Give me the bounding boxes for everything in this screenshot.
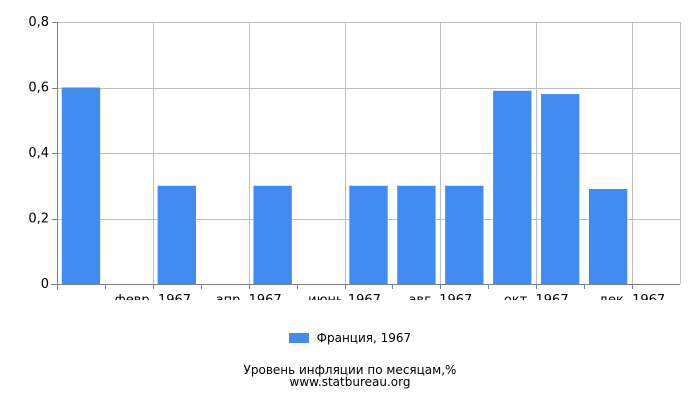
y-tick-label: 0 [41, 277, 49, 292]
axes [51, 22, 680, 290]
bar [397, 185, 436, 284]
bar [541, 94, 580, 284]
bars [61, 87, 628, 285]
source-url: www.statbureau.org [289, 375, 411, 389]
bar [157, 185, 196, 284]
x-tick-label: авг. 1967 [408, 293, 472, 300]
legend: Франция, 1967 [0, 331, 700, 345]
y-tick-label: 0,4 [28, 146, 49, 161]
x-tick-label: дек. 1967 [599, 293, 665, 300]
bar [253, 185, 292, 284]
y-tick-label: 0,8 [28, 15, 49, 30]
bar [493, 90, 532, 285]
legend-swatch [288, 332, 309, 343]
bar [445, 185, 484, 284]
chart-caption: Уровень инфляции по месяцам,% [243, 363, 457, 377]
y-axis-labels: 0 0,2 0,4 0,6 0,8 [28, 15, 49, 292]
bar [349, 185, 388, 284]
bar [588, 189, 628, 284]
bar [61, 87, 101, 284]
x-tick-label: июнь 1967 [308, 293, 381, 300]
legend-label: Франция, 1967 [316, 331, 412, 345]
grid-lines [57, 22, 681, 284]
x-axis-labels: февр. 1967 апр. 1967 июнь 1967 авг. 1967 окт… [115, 293, 666, 300]
y-tick-label: 0,2 [28, 212, 49, 227]
y-tick-label: 0,6 [28, 81, 49, 96]
x-tick-label: февр. 1967 [115, 293, 191, 300]
x-tick-label: апр. 1967 [216, 293, 282, 300]
inflation-bar-chart: 0 0,2 0,4 0,6 0,8 февр. 1967 апр. 1967 июнь 19… [28, 15, 681, 300]
x-tick-label: окт. 1967 [504, 293, 569, 300]
